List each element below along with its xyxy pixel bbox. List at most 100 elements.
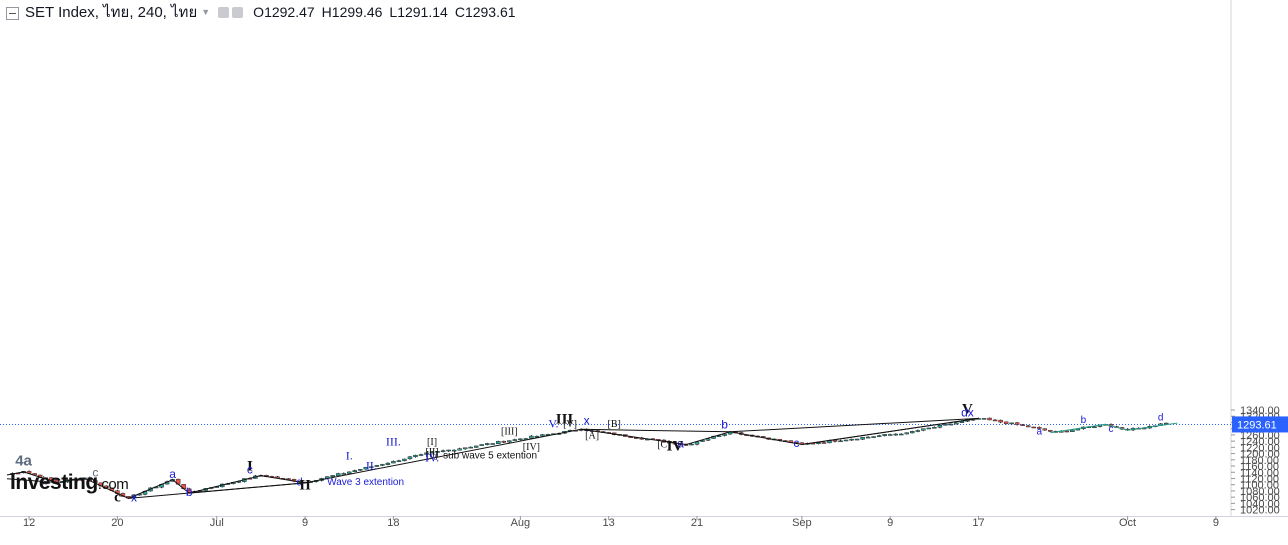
wave-label: I.	[346, 448, 353, 462]
y-tick-label: 1240.00	[1240, 436, 1280, 448]
candle-up	[948, 423, 954, 426]
y-tick-label: 1060.00	[1240, 492, 1280, 504]
chart-header: SET Index, ไทย, 240, ไทย ▼ O1292.47 H129…	[0, 0, 516, 24]
x-tick-label: 18	[387, 517, 399, 529]
candle-up	[385, 462, 391, 465]
y-tick-label: 1120.00	[1240, 473, 1279, 485]
wave-label: II.	[366, 458, 377, 472]
candle-up	[518, 438, 523, 441]
wave-label: x	[131, 491, 137, 505]
x-tick-label: 9	[302, 517, 308, 529]
candle-up	[716, 435, 722, 437]
candle-up	[705, 438, 711, 441]
candle-up	[462, 447, 468, 450]
candle-up	[446, 449, 451, 452]
wave-label: [V]	[563, 419, 577, 430]
y-tick-label: 1200.00	[1240, 449, 1280, 461]
candle-up	[700, 440, 705, 442]
candle-up	[1070, 429, 1075, 432]
candle-up	[352, 470, 358, 472]
wave-line	[304, 417, 979, 484]
candle-down	[1003, 421, 1009, 424]
wave-label: [IV]	[523, 442, 540, 453]
candle-up	[1009, 422, 1014, 425]
candle-up	[854, 438, 860, 441]
y-tick-label: 1100.00	[1240, 480, 1279, 492]
wave-label: c	[92, 466, 98, 480]
price-tag-label: 1293.61	[1237, 419, 1277, 431]
ohlc-close: C1293.61	[454, 4, 516, 20]
wave-label: [C]	[657, 439, 670, 450]
wave-label: d	[296, 476, 302, 488]
wave-label: b	[42, 473, 49, 487]
ohlc-high: H1299.46	[321, 4, 383, 20]
candle-up	[380, 464, 385, 466]
wave-label: a	[677, 436, 684, 450]
candle-up	[871, 436, 876, 438]
wave-line	[801, 417, 979, 446]
candle-up	[346, 471, 352, 474]
wave-label: III	[556, 412, 574, 428]
candle-down	[93, 480, 98, 483]
candle-up	[473, 445, 479, 448]
candle-up	[904, 432, 910, 435]
candle-down	[32, 473, 37, 476]
symbol-title[interactable]: SET Index, ไทย, 240, ไทย	[25, 4, 198, 21]
wave-label: c	[247, 462, 253, 476]
y-tick-label: 1080.00	[1240, 486, 1280, 498]
wave-label: [I]	[427, 437, 437, 448]
x-tick-label: Jul	[210, 517, 224, 529]
candle-up	[849, 438, 854, 441]
candle-up	[534, 435, 540, 438]
candle-down	[1036, 427, 1042, 429]
wave-label: b	[186, 485, 193, 499]
candle-down	[1031, 426, 1036, 429]
candle-down	[1020, 424, 1025, 426]
x-tick-label: Sep	[792, 517, 812, 529]
y-tick-label: 1220.00	[1240, 442, 1280, 454]
candle-down	[992, 419, 998, 422]
wave-line	[189, 482, 306, 494]
collapse-icon[interactable]	[6, 6, 19, 20]
candle-up	[898, 433, 904, 436]
candle-up	[435, 451, 440, 453]
wave-label: Wave 3 extention	[327, 477, 404, 488]
candle-up	[391, 461, 396, 464]
settings-icon[interactable]	[232, 6, 244, 18]
chevron-down-icon[interactable]: ▼	[201, 7, 211, 17]
wave-label: IV	[667, 438, 684, 454]
candle-up	[424, 452, 429, 455]
candle-up	[943, 424, 948, 426]
candle-up	[369, 466, 374, 468]
candle-up	[915, 430, 921, 432]
candle-up	[512, 439, 518, 441]
candle-up	[490, 443, 496, 445]
eye-icon[interactable]	[218, 6, 230, 18]
candle-up	[440, 450, 446, 452]
x-tick-label: 17	[972, 517, 984, 529]
price-tag	[1232, 416, 1288, 433]
wave-label: c	[793, 436, 799, 450]
candle-up	[1163, 422, 1169, 425]
wave-label: dx	[961, 406, 974, 420]
ohlc-open: O1292.47	[253, 4, 315, 20]
wave-line	[6, 478, 57, 484]
wave-label: [A]	[585, 430, 599, 441]
wave-label: a	[1036, 427, 1042, 438]
candle-down	[832, 439, 838, 442]
candle-up	[876, 435, 882, 437]
x-tick-label: Aug	[511, 517, 531, 529]
candle-down	[286, 478, 291, 480]
x-tick-label: 13	[603, 517, 615, 529]
wave-label: d	[1158, 412, 1164, 423]
wave-label: [III]	[501, 427, 518, 438]
candle-up	[479, 444, 484, 446]
candle-up	[882, 434, 887, 436]
wave-line	[730, 417, 979, 433]
x-tick-label: 21	[691, 517, 703, 529]
candle-up	[887, 434, 893, 436]
ohlc-low: L1291.14	[389, 4, 448, 20]
candle-up	[396, 460, 402, 462]
candle-up	[689, 443, 694, 446]
